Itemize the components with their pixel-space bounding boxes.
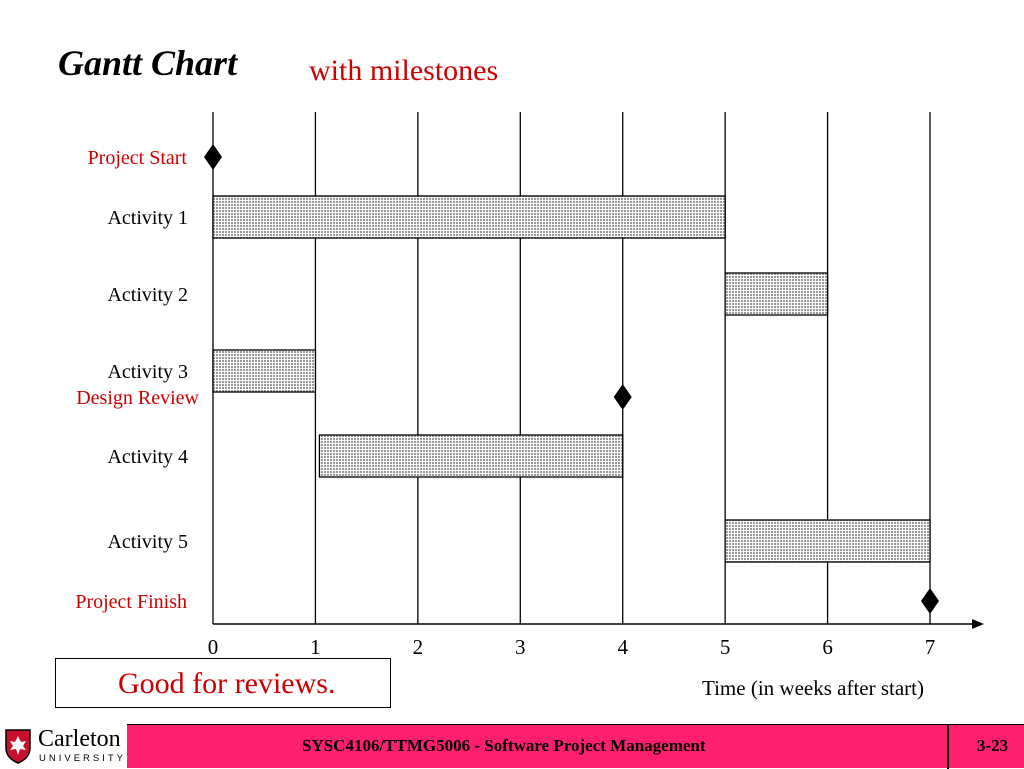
activity-bar <box>212 195 726 239</box>
milestone-diamond-icon <box>204 144 222 170</box>
carleton-logo: Carleton UNIVERSITY <box>0 724 127 768</box>
milestone-diamond-icon <box>921 588 939 614</box>
activity-label: Activity 1 <box>107 207 188 229</box>
activity-bar <box>724 519 931 563</box>
activity-label: Activity 2 <box>107 284 188 306</box>
tick-label-5: 5 <box>720 635 731 659</box>
x-axis-label: Time (in weeks after start) <box>702 676 924 700</box>
tick-label-4: 4 <box>617 635 628 659</box>
tick-label-1: 1 <box>310 635 321 659</box>
logo-subtitle: UNIVERSITY <box>39 753 127 764</box>
note-text: Good for reviews. <box>118 667 336 700</box>
footer-divider <box>947 725 949 769</box>
activity-label: Activity 5 <box>107 531 188 553</box>
activity-label: Activity 4 <box>107 446 188 468</box>
footer-bar: SYSC4106/TTMG5006 - Software Project Man… <box>127 724 1024 769</box>
milestone-label: Project Finish <box>75 591 187 613</box>
milestone-label: Design Review <box>76 387 199 409</box>
logo-name: Carleton <box>38 726 121 752</box>
milestone-diamond-icon <box>613 384 632 410</box>
activity-bar <box>212 349 317 393</box>
x-axis-arrow <box>972 619 984 629</box>
tick-label-2: 2 <box>413 635 424 659</box>
activity-bar <box>318 434 624 478</box>
tick-label-3: 3 <box>515 635 526 659</box>
activity-bars <box>204 144 939 614</box>
x-axis: 0 1 2 3 4 5 6 7 <box>208 619 984 659</box>
activity-label: Activity 3 <box>107 361 188 383</box>
tick-label-7: 7 <box>925 635 936 659</box>
university-crest-icon <box>5 729 31 764</box>
footer-page-number: 3-23 <box>977 736 1009 755</box>
slide-subtitle: with milestones <box>309 54 499 87</box>
tick-label-0: 0 <box>208 635 219 659</box>
row-labels: Project Start Activity 1 Activity 2 Activit… <box>75 147 199 613</box>
activity-bar <box>724 272 829 316</box>
note-box: Good for reviews. <box>55 658 391 708</box>
footer-course-title: SYSC4106/TTMG5006 - Software Project Man… <box>302 736 706 755</box>
slide-title: Gantt Chart <box>58 43 238 83</box>
gantt-chart: 0 1 2 3 4 5 6 7 Project Start Activity 1 Activity… <box>75 112 984 659</box>
milestone-label: Project Start <box>88 147 188 169</box>
tick-label-6: 6 <box>822 635 833 659</box>
